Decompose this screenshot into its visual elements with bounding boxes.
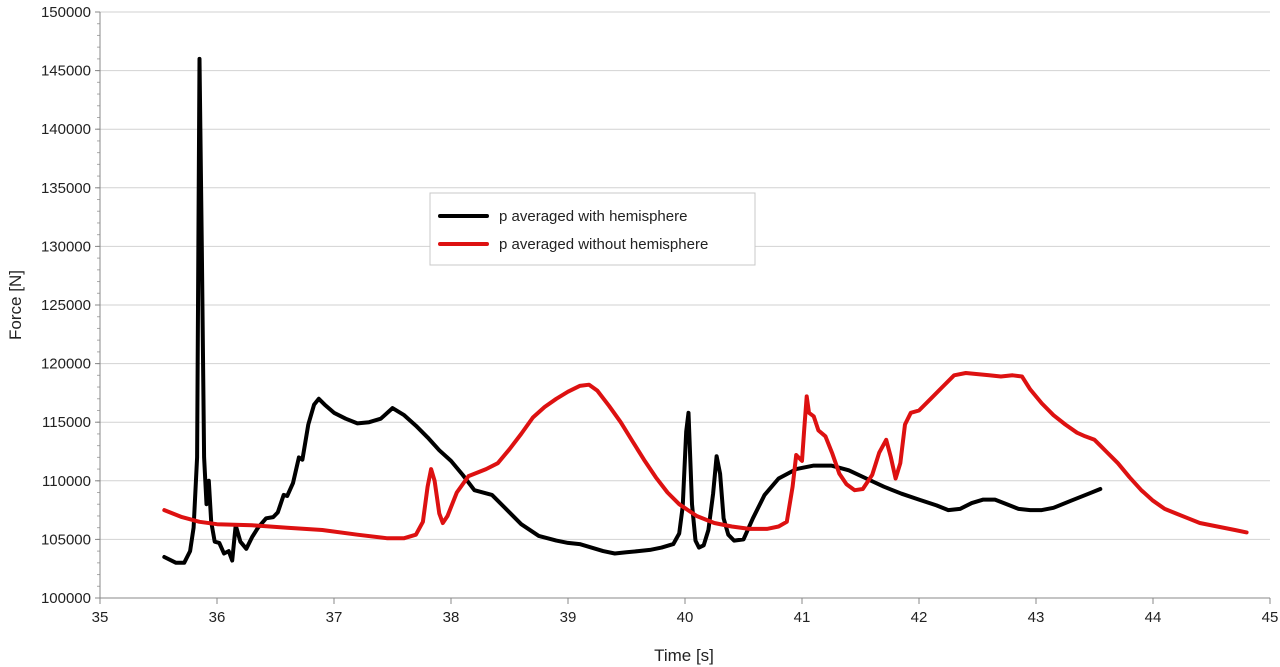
series-line-0 [162, 56, 1103, 565]
legend: p averaged with hemisphere p averaged wi… [429, 192, 756, 266]
x-tick-label: 45 [1262, 609, 1279, 626]
axes [95, 11, 1271, 604]
y-tick-label: 115000 [42, 414, 91, 431]
y-tick-label: 140000 [41, 121, 91, 138]
x-tick-label: 40 [677, 609, 694, 626]
series-line-1 [162, 371, 1249, 541]
y-tick-label: 130000 [41, 238, 91, 255]
legend-label-with-hemisphere: p averaged with hemisphere [499, 208, 687, 225]
x-tick-label: 36 [209, 609, 226, 626]
x-tick-label: 37 [326, 609, 343, 626]
x-tick-label: 39 [560, 609, 577, 626]
y-tick-label: 125000 [41, 297, 91, 314]
x-tick-label: 35 [92, 609, 109, 626]
legend-label-without-hemisphere: p averaged without hemisphere [499, 236, 708, 253]
x-tick-label: 41 [794, 609, 811, 626]
y-tick-label: 150000 [41, 4, 91, 21]
x-tick-label: 44 [1145, 609, 1162, 626]
y-tick-label: 120000 [41, 356, 91, 373]
x-tick-label: 43 [1028, 609, 1045, 626]
y-tick-labels: 100000 105000 110000 115000 120000 125000 1300… [41, 4, 91, 607]
x-tick-label: 42 [911, 609, 928, 626]
legend-box [429, 192, 756, 266]
y-tick-label: 135000 [41, 180, 91, 197]
x-tick-label: 38 [443, 609, 460, 626]
x-tick-labels: 35 36 37 38 39 40 41 42 43 44 45 [92, 609, 1279, 626]
y-axis-title: Force [N] [6, 270, 25, 340]
series-lines [162, 56, 1249, 565]
y-tick-label: 105000 [41, 531, 91, 548]
y-tick-label: 100000 [41, 590, 91, 607]
y-tick-label: 110000 [42, 473, 91, 490]
x-axis-title: Time [s] [654, 646, 714, 665]
y-tick-label: 145000 [41, 63, 91, 80]
